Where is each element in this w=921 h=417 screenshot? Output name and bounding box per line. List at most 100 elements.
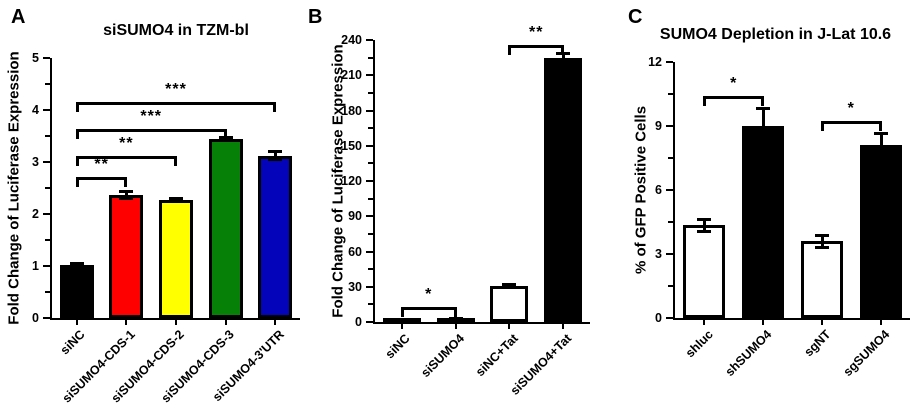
error-bar-cap-top (119, 190, 134, 194)
bar-shluc (683, 225, 726, 318)
y-tick-label: 30 (348, 279, 362, 294)
x-axis (673, 318, 910, 320)
y-minor-tick (45, 239, 50, 241)
y-tick-label: 210 (341, 68, 362, 83)
x-tick (400, 324, 403, 329)
panel-a-plot-area: 0 1 2 3 4 5 siNC siSUMO4-CDS-1 siSUMO4-CDS-2 siSU… (32, 51, 300, 405)
x-axis (373, 322, 590, 324)
error-bar-cap-bottom (697, 229, 712, 233)
y-tick-label: 120 (341, 174, 362, 188)
significance-bracket (75, 102, 277, 106)
significance-bracket (508, 44, 565, 48)
error-bar-line (125, 191, 129, 200)
panel-c-title: SUMO4 Depletion in J-Lat 10.6 (659, 26, 892, 43)
panel-c: C SUMO4 Depletion in J-Lat 10.6 % of GFP… (614, 0, 921, 417)
x-tick-label: shSUMO4 (722, 327, 775, 379)
y-minor-tick (368, 303, 373, 306)
significance-bracket-end (75, 129, 79, 140)
x-tick (274, 320, 277, 325)
y-tick-label: 4 (32, 103, 39, 117)
y-tick-label: 0 (655, 311, 662, 325)
y-axis (50, 58, 52, 320)
error-bar-cap-top (268, 150, 283, 154)
error-bar-line (820, 234, 824, 248)
y-minor-tick (668, 221, 673, 223)
y-minor-tick (368, 232, 373, 235)
y-tick (43, 317, 50, 319)
error-bar-cap-bottom (394, 318, 409, 321)
y-tick (43, 161, 50, 163)
y-tick (366, 144, 373, 147)
y-tick (366, 250, 373, 253)
y-tick (43, 109, 50, 111)
significance-bracket (75, 129, 227, 133)
y-tick (666, 317, 673, 319)
error-bar-line (75, 262, 79, 268)
error-bar-cap-bottom (756, 142, 771, 146)
y-tick (666, 253, 673, 255)
bar-sgNT (800, 241, 843, 318)
error-bar-cap-bottom (69, 265, 84, 269)
y-minor-tick (45, 187, 50, 189)
y-tick-label: 6 (655, 183, 662, 197)
bar-siSUMO4-CDS-1 (109, 195, 144, 318)
x-tick (879, 320, 882, 325)
error-bar-cap-top (169, 196, 183, 200)
error-bar-cap-bottom (814, 245, 829, 249)
significance-stars: *** (165, 81, 187, 99)
significance-bracket-end (75, 155, 79, 166)
significance-stars: * (847, 99, 855, 117)
x-tick (125, 320, 128, 325)
bar-siSUMO4-CDS-3 (208, 138, 243, 318)
bar-siSUMO4-3'UTR (258, 155, 293, 318)
error-bar-cap-bottom (448, 318, 463, 321)
x-tick (703, 320, 706, 325)
y-tick-label: 12 (648, 55, 662, 69)
significance-bracket-end (400, 306, 404, 317)
significance-bracket-end (878, 120, 882, 131)
significance-bracket-end (820, 120, 824, 131)
significance-bracket-end (453, 306, 457, 317)
significance-bracket (703, 96, 765, 100)
y-minor-tick (368, 162, 373, 165)
panel-a: A siSUMO4 in TZM-bl Fold Change of Lucif… (0, 0, 307, 417)
panel-a-title: siSUMO4 in TZM-bl (103, 22, 249, 39)
y-minor-tick (368, 197, 373, 200)
error-bar-line (703, 218, 707, 232)
significance-bracket-end (223, 129, 227, 140)
y-tick (366, 74, 373, 77)
y-tick (366, 285, 373, 288)
y-tick-label: 180 (341, 103, 362, 118)
bar-shSUMO4 (742, 126, 785, 318)
y-tick (43, 57, 50, 59)
y-tick-label: 90 (348, 209, 362, 224)
y-tick-label: 9 (655, 119, 662, 133)
error-bar-line (879, 133, 883, 157)
x-tick (175, 320, 177, 325)
y-tick-label: 240 (341, 33, 362, 47)
y-minor-tick (45, 135, 50, 137)
significance-bracket (400, 306, 457, 310)
y-tick (43, 265, 50, 267)
y-tick (366, 180, 373, 182)
y-tick-label: 3 (655, 247, 662, 261)
error-bar-cap-top (814, 233, 829, 237)
panel-c-letter: C (628, 6, 643, 28)
y-minor-tick (668, 285, 673, 287)
significance-bracket-end (508, 44, 512, 55)
x-tick-label: sgNT (801, 327, 834, 360)
panel-a-letter: A (11, 6, 26, 28)
significance-bracket-end (75, 176, 79, 187)
error-bar-cap-bottom (218, 138, 233, 142)
y-tick-label: 3 (32, 155, 39, 169)
y-minor-tick (368, 91, 373, 94)
x-tick (224, 320, 227, 325)
y-minor-tick (368, 56, 373, 59)
x-tick (820, 320, 823, 325)
y-minor-tick (45, 291, 50, 293)
y-axis (673, 62, 675, 320)
x-tick (454, 324, 457, 329)
y-tick-label: 0 (355, 315, 362, 329)
panel-b-plot-area: 0 30 60 90 120 150 180 210 240 siNC siSUMO4 siNC+Ta… (341, 24, 590, 398)
significance-stars: ** (529, 23, 544, 41)
